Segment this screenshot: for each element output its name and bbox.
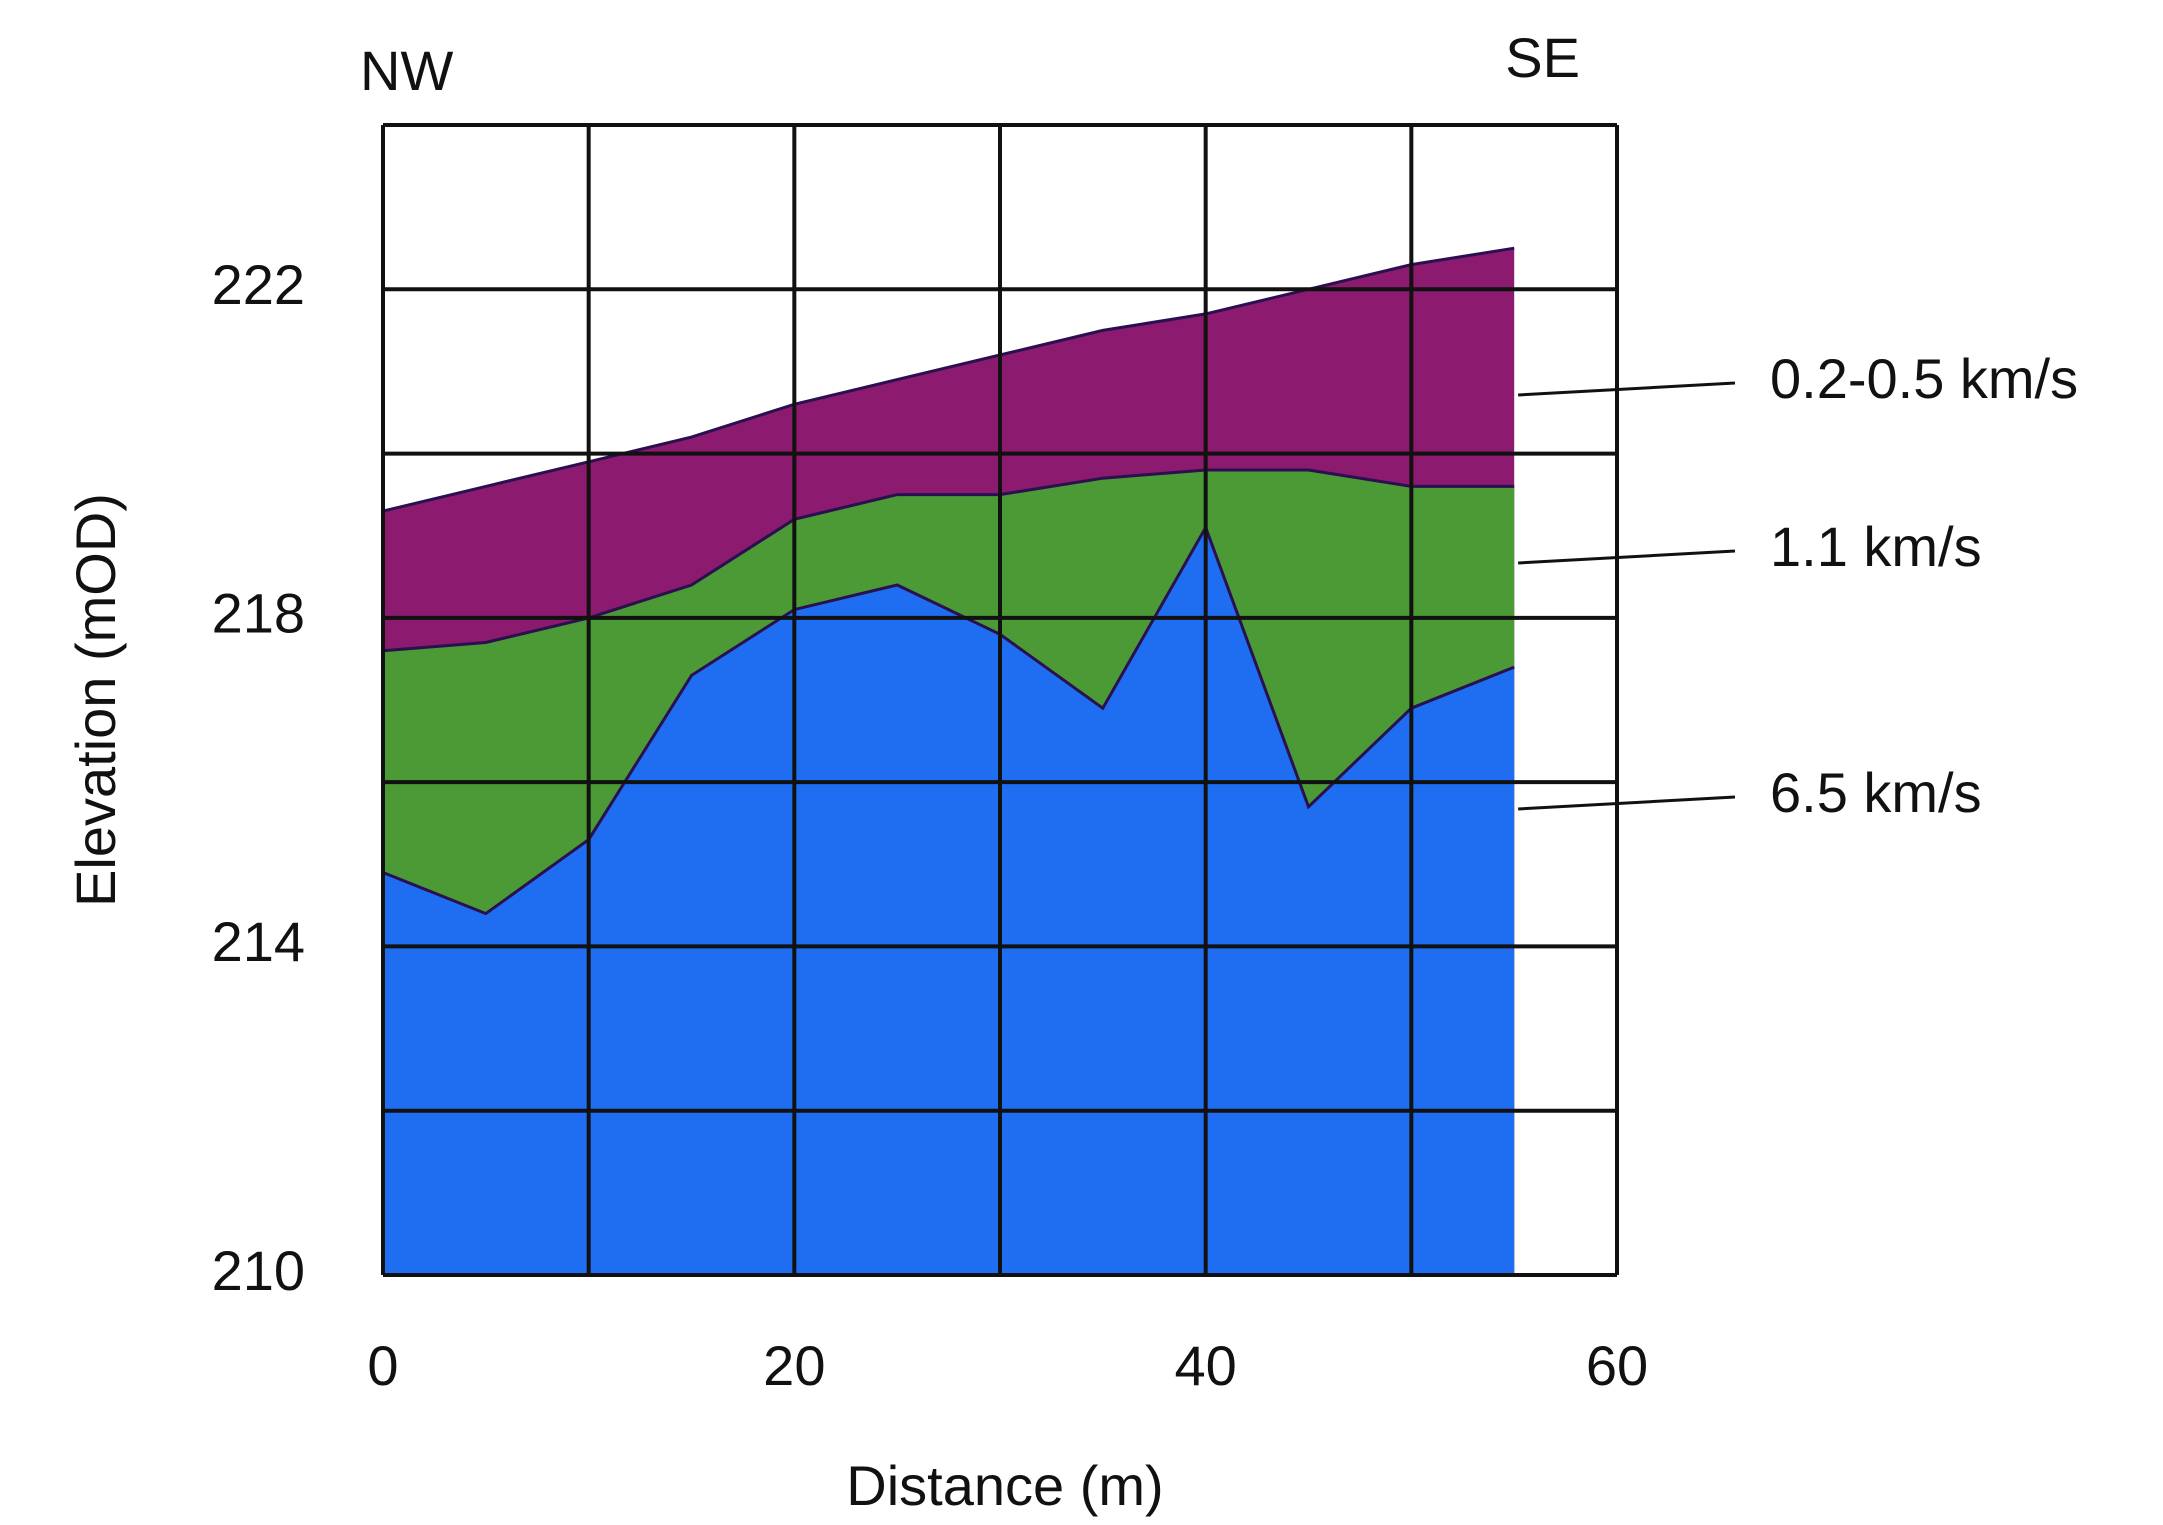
direction-label: SE [1505,26,1580,89]
direction-label: NW [360,39,453,102]
y-tick-label: 222 [212,253,305,316]
legend-label: 6.5 km/s [1770,761,1982,824]
x-tick-label: 40 [1175,1334,1237,1397]
y-tick-label: 210 [212,1239,305,1302]
layer-area [383,527,1515,1275]
legend-leader [1518,549,1736,565]
y-tick-label: 218 [212,582,305,645]
x-axis-label: Distance (m) [846,1454,1163,1517]
layer-boundary [382,468,1515,653]
layer-boundary [382,246,1515,513]
x-tick-label: 0 [367,1334,398,1397]
legend-leader [1518,381,1736,397]
legend-label: 0.2-0.5 km/s [1770,347,2078,410]
legend-leader [1518,795,1736,811]
y-axis-label: Elevation (mOD) [64,493,127,907]
legend-label: 1.1 km/s [1770,515,1982,578]
layer-boundary [382,523,1515,916]
x-tick-label: 20 [763,1334,825,1397]
y-tick-label: 214 [212,910,305,973]
x-tick-label: 60 [1586,1334,1648,1397]
